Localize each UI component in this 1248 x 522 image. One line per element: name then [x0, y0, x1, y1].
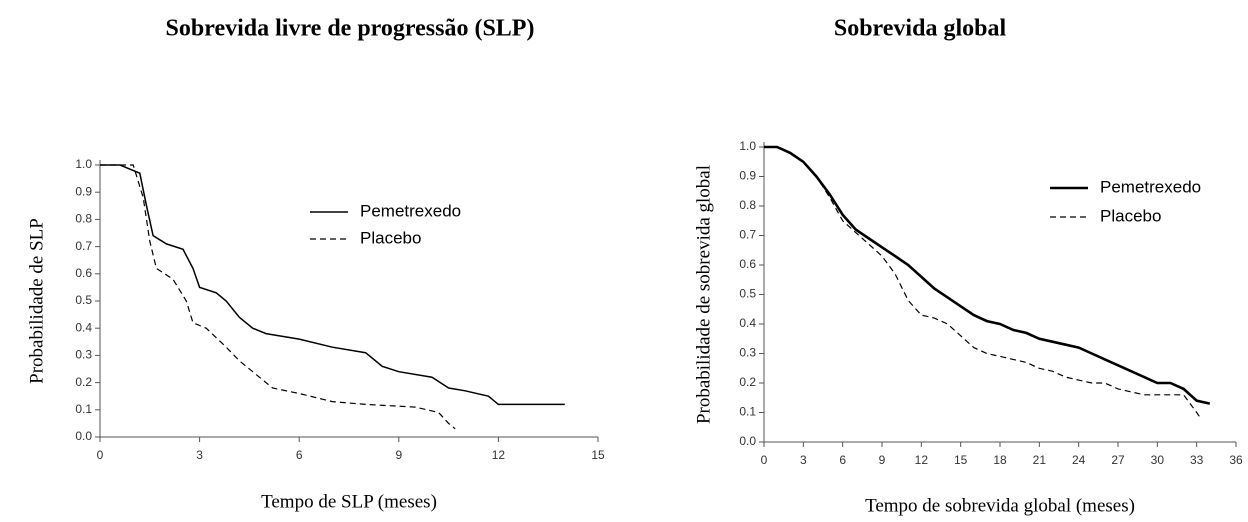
y-tick-label: 0.9: [739, 169, 756, 183]
x-tick-label: 15: [591, 448, 605, 462]
x-tick-label: 30: [1151, 453, 1165, 467]
y-tick-label: 0.2: [739, 375, 756, 389]
y-tick-label: 0.7: [739, 228, 756, 242]
survival-curve: [764, 146, 1202, 419]
x-tick-label: 6: [839, 453, 846, 467]
x-tick-label: 9: [879, 453, 886, 467]
x-tick-label: 33: [1190, 453, 1204, 467]
y-axis-label: Probabilidade de SLP: [26, 218, 47, 384]
y-tick-label: 0.3: [75, 348, 92, 362]
chart-title: Sobrevida global: [834, 16, 1007, 42]
x-tick-label: 9: [395, 448, 402, 462]
y-tick-label: 0.4: [739, 316, 756, 330]
x-tick-label: 15: [954, 453, 968, 467]
survival-curve: [764, 145, 1211, 405]
y-tick-label: 0.9: [75, 184, 92, 198]
y-tick-label: 1.0: [75, 157, 92, 171]
x-tick-label: 0: [97, 448, 104, 462]
x-tick-label: 24: [1072, 453, 1086, 467]
x-tick-label: 0: [761, 453, 768, 467]
y-axis-label: Probabilidade de sobrevida global: [693, 165, 714, 424]
y-tick-label: 1.0: [739, 139, 756, 153]
x-tick-label: 12: [915, 453, 929, 467]
x-axis-label: Tempo de sobrevida global (meses): [865, 495, 1135, 516]
x-tick-label: 21: [1033, 453, 1047, 467]
x-axis-label: Tempo de SLP (meses): [261, 491, 437, 512]
y-tick-label: 0.1: [75, 402, 92, 416]
y-tick-label: 0.4: [75, 320, 92, 334]
y-tick-label: 0.3: [739, 346, 756, 360]
y-tick-label: 0.5: [739, 287, 756, 301]
y-tick-label: 0.5: [75, 293, 92, 307]
y-tick-label: 0.1: [739, 405, 756, 419]
y-tick-label: 0.8: [75, 212, 92, 226]
x-tick-label: 6: [296, 448, 303, 462]
x-tick-label: 18: [993, 453, 1007, 467]
y-tick-label: 0.8: [739, 198, 756, 212]
legend-label: Placebo: [1100, 206, 1161, 225]
y-tick-label: 0.2: [75, 375, 92, 389]
legend-label: Placebo: [360, 228, 421, 247]
y-tick-label: 0.7: [75, 239, 92, 253]
legend-label: Pemetrexedo: [1100, 177, 1201, 196]
y-tick-label: 0.6: [739, 257, 756, 271]
x-tick-label: 12: [492, 448, 506, 462]
x-tick-label: 3: [196, 448, 203, 462]
y-tick-label: 0.0: [75, 429, 92, 443]
y-tick-label: 0.6: [75, 266, 92, 280]
chart-title: Sobrevida livre de progressão (SLP): [166, 16, 535, 42]
legend-label: Pemetrexedo: [360, 201, 461, 220]
x-tick-label: 27: [1111, 453, 1125, 467]
x-tick-label: 36: [1229, 453, 1243, 467]
survival-curve: [100, 164, 565, 406]
x-tick-label: 3: [800, 453, 807, 467]
y-tick-label: 0.0: [739, 434, 756, 448]
